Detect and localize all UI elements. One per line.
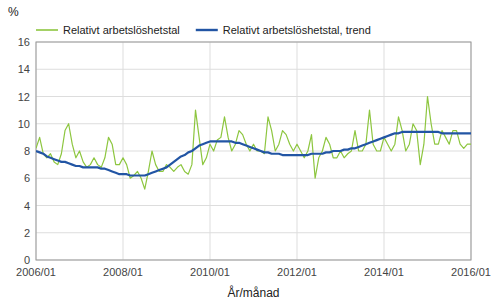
legend-label: Relativt arbetslöshetstal (63, 24, 180, 36)
chart: 0 2 4 6 8 10 12 14 16 2006/01 2008/01 2010/01 2012/0… (0, 0, 496, 305)
y-tick-label: 2 (24, 227, 30, 239)
legend-label: Relativt arbetslöshetstal, trend (223, 24, 371, 36)
y-tick-label: 10 (18, 118, 30, 130)
legend: Relativt arbetslöshetstal Relativt arbets… (36, 24, 371, 36)
x-grid-line (210, 42, 211, 260)
series-line (36, 132, 471, 176)
grid (36, 42, 471, 260)
series-line (36, 97, 471, 190)
legend-swatch (196, 29, 218, 31)
x-tick-label: 2006/01 (16, 266, 56, 278)
y-grid-line (36, 205, 471, 206)
x-tick-label: 2010/01 (190, 266, 230, 278)
y-tick-label: 16 (18, 36, 30, 48)
plot-frame (36, 42, 471, 260)
y-tick-label: 8 (24, 145, 30, 157)
plot-area (36, 42, 471, 260)
x-tick-label: 2008/01 (103, 266, 143, 278)
y-tick-label: 12 (18, 91, 30, 103)
y-axis-label: % (8, 5, 19, 19)
x-grid-line (297, 42, 298, 260)
y-tick-label: 4 (24, 200, 30, 212)
legend-swatch (36, 29, 58, 31)
y-grid-line (36, 178, 471, 179)
y-grid-line (36, 96, 471, 97)
y-grid-line (36, 123, 471, 124)
y-tick-label: 14 (18, 63, 30, 75)
y-tick-label: 0 (24, 254, 30, 266)
x-axis-label: År/månad (227, 285, 279, 300)
y-tick-label: 6 (24, 172, 30, 184)
x-grid-line (123, 42, 124, 260)
x-tick-label: 2016/01 (451, 266, 491, 278)
x-tick-label: 2012/01 (277, 266, 317, 278)
y-grid-line (36, 232, 471, 233)
y-grid-line (36, 69, 471, 70)
series-lines (36, 97, 471, 190)
x-grid-line (384, 42, 385, 260)
x-tick-label: 2014/01 (364, 266, 404, 278)
